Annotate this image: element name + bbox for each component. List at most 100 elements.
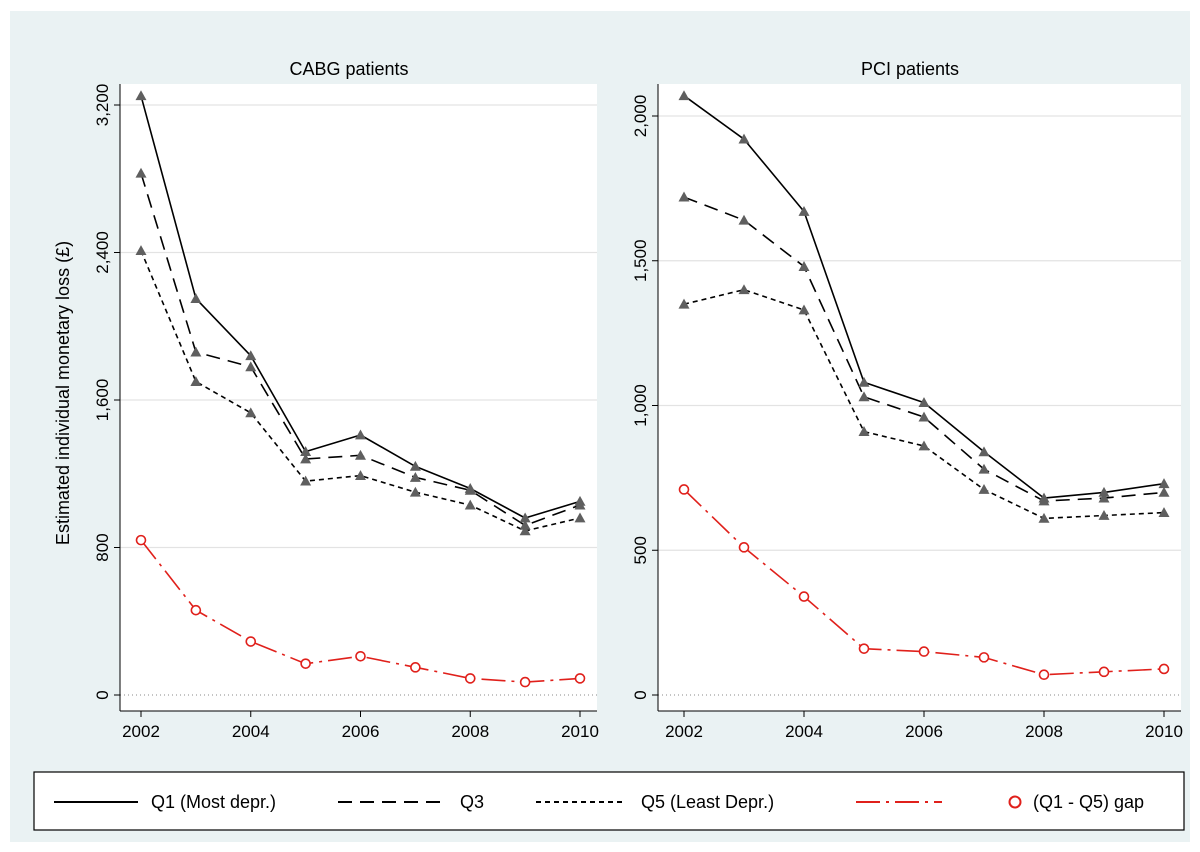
point-q5-2005: [300, 475, 312, 486]
point-q1-2005: [858, 376, 870, 387]
point-q5-2010: [1158, 507, 1170, 518]
point-q3-2005: [858, 391, 870, 402]
point-q5-2002: [678, 298, 690, 309]
point-q3-2006: [355, 449, 366, 460]
point-q5-2009: [1098, 510, 1110, 520]
y-tick-label: 500: [631, 536, 650, 564]
point-gap-2007: [410, 662, 421, 673]
legend-item-q5: Q5 (Least Depr.): [536, 792, 774, 812]
point-q3-2010: [574, 499, 586, 510]
legend-swatch-gap-circle: [1008, 795, 1022, 809]
point-q3-2007: [409, 471, 421, 482]
point-q3-2008: [464, 484, 476, 495]
point-q3-2005: [300, 453, 312, 464]
y-tick-label: 2,000: [631, 95, 650, 138]
x-tick-label: 2010: [1145, 722, 1183, 741]
x-tick-label: 2006: [905, 722, 943, 741]
point-q5-2003: [190, 376, 202, 386]
x-tick-label: 2010: [561, 722, 599, 741]
x-tick-label: 2004: [232, 722, 270, 741]
point-gap-2006: [918, 646, 930, 657]
point-q5-2002: [135, 245, 147, 256]
point-q5-2005: [858, 426, 870, 436]
point-q5-2008: [1038, 512, 1050, 523]
y-tick-label: 1,500: [631, 239, 650, 282]
point-gap-2002: [678, 484, 690, 495]
point-q1-2002: [135, 90, 147, 101]
series-line-gap: [683, 488, 1165, 676]
panel-title-cabg: CABG patients: [289, 59, 408, 79]
point-q5-2006: [355, 470, 366, 480]
point-q5-2004: [245, 407, 257, 418]
x-tick-label: 2008: [1025, 722, 1063, 741]
point-q5-2007: [978, 483, 990, 494]
y-tick-label: 2,400: [93, 231, 112, 274]
point-gap-2009: [519, 676, 531, 688]
point-gap-2007: [978, 652, 990, 663]
y-tick-label: 0: [631, 690, 650, 699]
point-q3-2008: [1038, 495, 1050, 506]
y-tick-label: 800: [93, 533, 112, 561]
y-tick-label: 3,200: [93, 84, 112, 127]
point-q1-2007: [978, 446, 990, 457]
panel-title-pci: PCI patients: [861, 59, 959, 79]
point-q5-2008: [464, 499, 476, 510]
point-gap-2006: [355, 650, 366, 662]
point-q5-2007: [409, 486, 421, 497]
point-q3-2009: [519, 519, 531, 530]
y-tick-label: 1,000: [631, 384, 650, 427]
point-gap-2008: [464, 673, 476, 684]
point-gap-2002: [135, 534, 147, 546]
point-gap-2009: [1098, 666, 1110, 678]
y-tick-label: 1,600: [93, 379, 112, 422]
point-gap-2003: [738, 542, 750, 553]
series-line-q3: [683, 196, 1165, 502]
x-tick-label: 2004: [785, 722, 823, 741]
point-q3-2003: [190, 346, 202, 357]
point-gap-2008: [1038, 669, 1050, 681]
point-q3-2004: [798, 261, 810, 271]
series-line-q5: [683, 288, 1165, 520]
point-q5-2006: [918, 440, 930, 451]
point-gap-2005: [858, 643, 870, 654]
point-q5-2004: [798, 304, 810, 315]
series-line-q5: [140, 250, 581, 532]
point-q1-2005: [300, 446, 312, 457]
point-gap-2003: [190, 604, 202, 616]
point-q3-2002: [678, 191, 690, 202]
x-tick-label: 2002: [122, 722, 160, 741]
panel-pci: 0 500 1,000 1,500 2,000 2002 2004 2006 2008 2010: [631, 84, 1183, 741]
point-q1-2009: [519, 512, 531, 523]
point-gap-2010: [574, 673, 586, 684]
legend-item-gap: (Q1 - Q5) gap: [1008, 792, 1144, 812]
legend-label-gap: (Q1 - Q5) gap: [1033, 792, 1144, 812]
x-tick-label: 2006: [342, 722, 380, 741]
point-gap-2004: [798, 591, 810, 602]
legend-label-q5: Q5 (Least Depr.): [641, 792, 774, 812]
point-gap-2004: [245, 636, 257, 647]
legend-item-q1: Q1 (Most depr.): [54, 792, 276, 812]
legend-label-q1: Q1 (Most depr.): [151, 792, 276, 812]
point-q1-2009: [1098, 486, 1110, 497]
point-q1-2003: [738, 133, 750, 144]
point-q3-2010: [1158, 486, 1170, 497]
x-tick-label: 2008: [451, 722, 489, 741]
point-q3-2006: [918, 411, 930, 422]
point-q5-2010: [574, 512, 586, 523]
point-q3-2003: [738, 214, 750, 225]
plot-area-cabg: [120, 84, 597, 711]
y-tick-label: 0: [93, 690, 112, 699]
point-q3-2002: [135, 167, 147, 178]
panel-cabg: 0 800 1,600 2,400 3,200 2002 2004 2006 2008 2010: [93, 84, 599, 741]
point-q1-2006: [918, 397, 930, 408]
point-q5-2009: [519, 525, 531, 536]
point-q1-2004: [798, 206, 810, 216]
point-q1-2010: [1158, 478, 1170, 489]
point-gap-2010: [1158, 663, 1170, 675]
y-axis-label: Estimated individual monetary loss (£): [53, 241, 73, 545]
point-q3-2009: [1098, 492, 1110, 503]
point-q5-2003: [738, 284, 750, 295]
point-q3-2007: [978, 463, 990, 474]
point-gap-2005: [300, 658, 311, 669]
